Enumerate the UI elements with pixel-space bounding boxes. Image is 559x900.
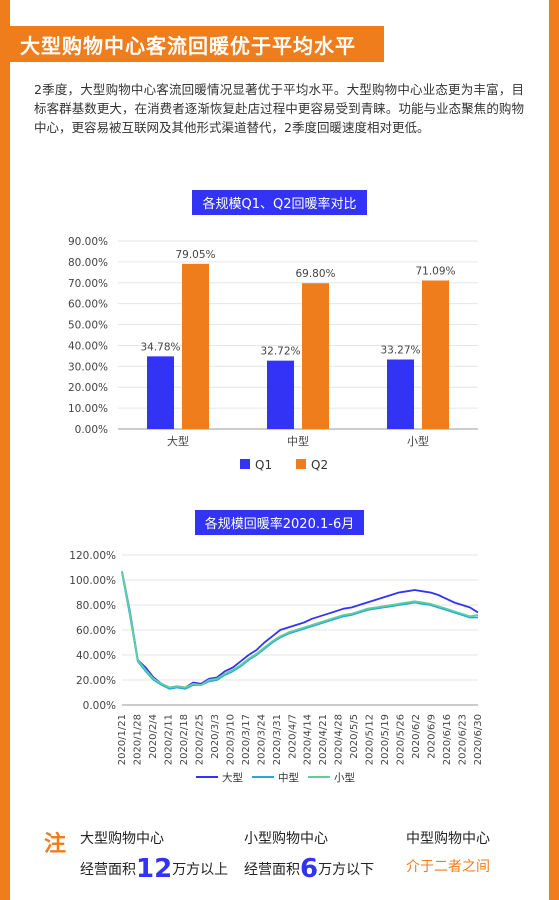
bar-q2: [302, 283, 329, 429]
line-xtick-label: 2020/1/28: [132, 714, 143, 765]
footer-notes: 注 大型购物中心 经营面积12万方以上 小型购物中心 经营面积6万方以下 中型购…: [0, 824, 559, 900]
bar-ytick-label: 60.00%: [68, 299, 108, 311]
bar-q1: [387, 359, 414, 429]
bar-ytick-label: 20.00%: [68, 382, 108, 394]
line-ytick-label: 120.00%: [69, 550, 116, 562]
bar-chart-title-wrap: 各规模Q1、Q2回暖率对比: [0, 190, 559, 215]
line-xtick-label: 2020/4/21: [318, 714, 329, 765]
bar-ytick-label: 50.00%: [68, 320, 108, 332]
bar-data-label: 33.27%: [380, 345, 420, 357]
bar-ytick-label: 0.00%: [75, 424, 108, 436]
bar-ytick-label: 90.00%: [68, 236, 108, 248]
bar-ytick-label: 70.00%: [68, 278, 108, 290]
line-xtick-label: 2020/6/16: [442, 714, 453, 765]
line-legend-label: 大型: [222, 771, 243, 784]
bar-q1: [267, 360, 294, 429]
line-series-2: [121, 571, 479, 689]
title-bar: [0, 26, 384, 62]
bar-q2: [422, 280, 449, 429]
bar-ytick-label: 40.00%: [68, 340, 108, 352]
line-ytick-label: 100.00%: [69, 575, 116, 587]
line-xtick-label: 2020/4/28: [334, 714, 345, 765]
small-area-number: 6: [300, 854, 319, 884]
medium-mall-name: 中型购物中心: [406, 831, 490, 847]
bar-chart: 0.00% 10.00% 20.00% 30.00% 40.00% 50.00% 60.00…: [68, 236, 478, 472]
line-chart-title-wrap: 各规模回暖率2020.1-6月: [0, 510, 559, 535]
line-xtick-label: 2020/4/14: [303, 714, 314, 765]
line-xtick-label: 2020/2/25: [194, 714, 205, 765]
note-marker: 注: [44, 832, 67, 857]
small-desc-post: 万方以下: [318, 862, 375, 878]
line-ytick-label: 0.00%: [83, 700, 116, 712]
large-area-number: 12: [136, 854, 173, 884]
bar-q1: [147, 356, 174, 429]
large-mall-name: 大型购物中心: [80, 831, 164, 847]
line-series-1: [121, 572, 478, 690]
bar-q2: [182, 263, 209, 429]
line-xtick-label: 2020/5/5: [349, 714, 360, 759]
line-xtick-label: 2020/3/17: [241, 714, 252, 765]
line-ytick-label: 80.00%: [76, 600, 116, 612]
line-xtick-label: 2020/6/23: [458, 714, 469, 765]
line-xtick-label: 2020/2/11: [163, 714, 174, 765]
legend-label-q2: Q2: [311, 458, 328, 472]
bar-ytick-label: 10.00%: [68, 403, 108, 415]
bar-category-label: 大型: [167, 434, 189, 448]
line-legend-label: 小型: [334, 771, 355, 784]
line-xtick-label: 2020/3/3: [210, 714, 221, 759]
line-xtick-label: 2020/1/21: [117, 714, 128, 765]
line-xtick-label: 2020/5/12: [365, 714, 376, 765]
large-mall-desc: 经营面积12万方以上: [80, 854, 228, 884]
line-ytick-label: 40.00%: [76, 650, 116, 662]
line-xtick-label: 2020/6/30: [473, 714, 484, 765]
line-xtick-label: 2020/3/24: [256, 714, 267, 765]
small-desc-pre: 经营面积: [244, 862, 300, 878]
line-xtick-label: 2020/2/4: [148, 714, 159, 759]
bar-chart-title: 各规模Q1、Q2回暖率对比: [192, 190, 367, 215]
legend-label-q1: Q1: [255, 458, 272, 472]
line-xtick-label: 2020/6/9: [427, 714, 438, 759]
legend-swatch-q2: [296, 459, 306, 469]
line-ytick-label: 20.00%: [76, 675, 116, 687]
line-ytick-label: 60.00%: [76, 625, 116, 637]
bar-ytick-label: 80.00%: [68, 257, 108, 269]
line-xtick-label: 2020/5/19: [380, 714, 391, 765]
line-xtick-label: 2020/3/31: [272, 714, 283, 765]
medium-mall-desc: 介于二者之间: [406, 859, 490, 875]
legend-swatch-q1: [240, 459, 250, 469]
small-mall-desc: 经营面积6万方以下: [244, 854, 374, 884]
page-title: 大型购物中心客流回暖优于平均水平: [20, 34, 356, 58]
bar-data-label: 79.05%: [175, 249, 215, 261]
intro-paragraph: 2季度，大型购物中心客流回暖情况显著优于平均水平。大型购物中心业态更为丰富，目标…: [34, 82, 524, 135]
bar-data-label: 34.78%: [140, 341, 180, 353]
line-xtick-label: 2020/4/7: [287, 714, 298, 759]
line-xtick-label: 2020/5/26: [396, 714, 407, 765]
large-desc-pre: 经营面积: [80, 862, 136, 878]
bar-category-label: 中型: [287, 434, 309, 448]
bar-data-label: 69.80%: [295, 268, 335, 280]
line-chart-title: 各规模回暖率2020.1-6月: [194, 510, 365, 535]
small-mall-name: 小型购物中心: [244, 831, 328, 847]
line-xtick-label: 2020/3/10: [225, 714, 236, 765]
line-xtick-label: 2020/6/2: [411, 714, 422, 759]
line-legend-label: 中型: [278, 771, 299, 784]
bar-data-label: 32.72%: [260, 346, 300, 358]
large-desc-post: 万方以上: [172, 862, 229, 878]
line-xtick-label: 2020/2/18: [179, 714, 190, 765]
bar-data-label: 71.09%: [415, 266, 455, 278]
bar-ytick-label: 30.00%: [68, 361, 108, 373]
bar-category-label: 小型: [407, 434, 429, 448]
line-chart: 0.00% 20.00% 40.00% 60.00% 80.00% 100.00% 120.…: [69, 550, 484, 784]
